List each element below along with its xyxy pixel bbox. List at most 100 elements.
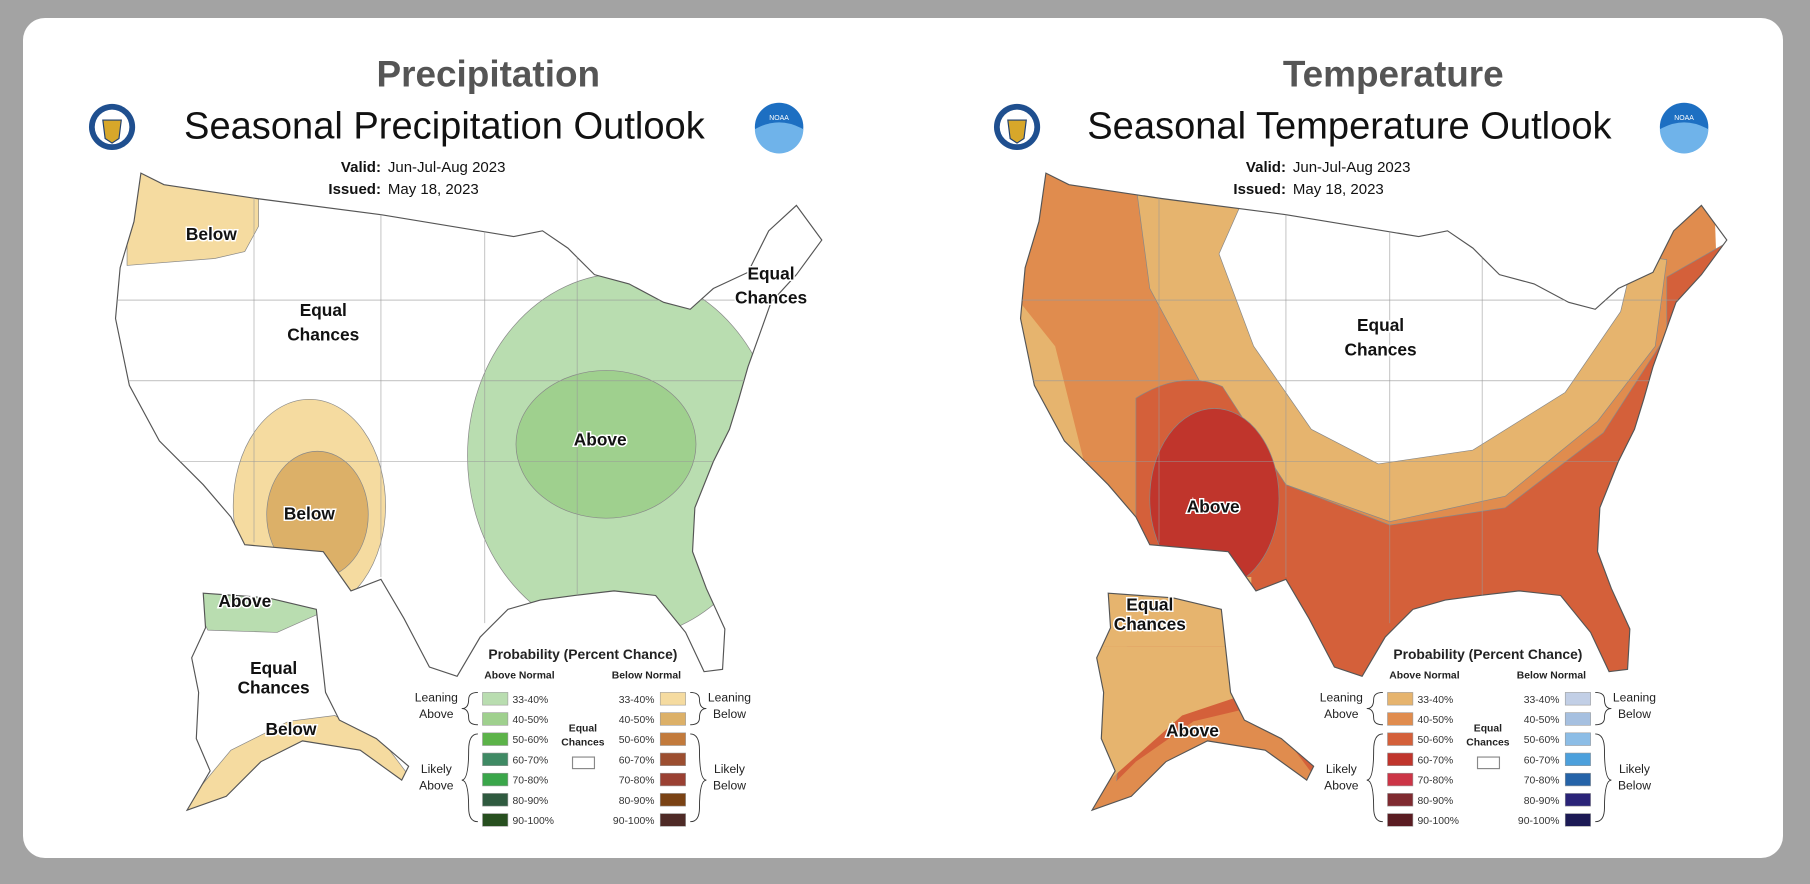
legend-swatch-below: [659, 772, 686, 787]
region-above-ohio-valley: [515, 370, 697, 519]
legend-leaning-below: Below: [1618, 707, 1651, 721]
legend-likely-above: Likely: [421, 762, 453, 776]
legend-swatch-above: [1387, 793, 1414, 807]
legend-range-below: 70-80%: [1524, 776, 1560, 787]
legend-likely-above: Likely: [1326, 762, 1358, 776]
legend-swatch-above: [1387, 752, 1414, 766]
legend-swatch-below: [659, 793, 686, 807]
legend-swatch-above: [1387, 692, 1414, 706]
legend-title: Probability (Percent Chance): [1393, 646, 1582, 662]
precipitation-outlook-panel: Precipitation Seasonal Precipitation Outl…: [88, 54, 823, 827]
legend-range-below: 40-50%: [619, 715, 655, 726]
legend-range-above: 80-90%: [1418, 796, 1454, 807]
commerce-seal-icon: [88, 103, 136, 151]
legend-range-below: 80-90%: [1524, 796, 1560, 807]
state-borders: [115, 173, 808, 624]
brace-icon: [1366, 691, 1383, 726]
legend-swatch-below: [1564, 692, 1591, 706]
brace-icon: [690, 733, 707, 823]
map-label: Below: [284, 503, 335, 523]
legend-range-below: 40-50%: [1524, 715, 1560, 726]
svg-text:NOAA: NOAA: [769, 115, 789, 122]
legend-range-below: 33-40%: [619, 695, 655, 706]
probability-legend: Probability (Percent Chance) Above Normal…: [415, 646, 751, 827]
legend-likely-below: Below: [713, 778, 746, 792]
legend-swatch-above: [482, 772, 509, 787]
brace-icon: [461, 733, 478, 823]
map-label: Above: [1166, 720, 1219, 740]
legend-title: Probability (Percent Chance): [488, 646, 677, 662]
map-label: Equal: [300, 300, 347, 320]
issued-label: Issued:: [1233, 181, 1286, 198]
issued-value: May 18, 2023: [1293, 181, 1384, 198]
legend-swatch-below: [659, 732, 686, 746]
legend-range-above: 50-60%: [513, 735, 549, 746]
legend-range-below: 60-70%: [619, 755, 655, 766]
map-label: Equal: [1357, 315, 1404, 335]
map-label: Above: [218, 591, 271, 611]
legend-range-above: 33-40%: [513, 695, 549, 706]
legend-above-header: Above Normal: [484, 671, 554, 682]
legend-below-header: Below Normal: [1517, 671, 1586, 682]
legend-swatch-above: [1387, 732, 1414, 746]
region-below-northwest: [126, 173, 259, 266]
map-label: Above: [1187, 496, 1240, 516]
map-label: Chances: [1345, 339, 1417, 359]
brace-icon: [690, 691, 707, 726]
legend-likely-below: Below: [1618, 778, 1651, 792]
legend-likely-below: Likely: [1619, 762, 1651, 776]
legend-range-below: 70-80%: [619, 776, 655, 787]
legend-leaning-above: Leaning: [1320, 691, 1363, 705]
legend-swatch-above: [1387, 712, 1414, 726]
legend-swatch-below: [1564, 772, 1591, 787]
legend-range-below: 90-100%: [613, 816, 655, 827]
map-label: Above: [574, 429, 627, 449]
noaa-logo-icon: NOAA: [754, 102, 804, 154]
brace-icon: [1595, 733, 1612, 823]
legend-range-above: 33-40%: [1418, 695, 1454, 706]
legend-swatch-below: [1564, 793, 1591, 807]
legend-leaning-above: Above: [419, 707, 454, 721]
legend-range-above: 70-80%: [1418, 776, 1454, 787]
outlook-map: Temperature Seasonal Temperature Outlook V…: [993, 54, 1728, 827]
state-borders: [1020, 173, 1713, 624]
legend-range-above: 60-70%: [513, 755, 549, 766]
legend-range-above: 40-50%: [513, 715, 549, 726]
legend-swatch-above: [1387, 772, 1414, 787]
probability-legend: Probability (Percent Chance) Above Normal…: [1320, 646, 1656, 827]
valid-value: Jun-Jul-Aug 2023: [1293, 159, 1411, 176]
issued-label: Issued:: [328, 181, 381, 198]
legend-range-below: 60-70%: [1524, 755, 1560, 766]
legend-swatch-equal: [1476, 756, 1501, 770]
legend-equal-chances: Chances: [1466, 738, 1509, 749]
legend-range-below: 33-40%: [1524, 695, 1560, 706]
valid-label: Valid:: [1246, 159, 1286, 176]
map-label: Equal: [250, 658, 297, 678]
map-label: Chances: [735, 288, 807, 308]
legend-swatch-above: [482, 712, 509, 726]
brace-icon: [461, 691, 478, 726]
brace-icon: [1366, 733, 1383, 823]
outlook-title: Seasonal Temperature Outlook: [1087, 105, 1612, 147]
outlook-map: Precipitation Seasonal Precipitation Outl…: [88, 54, 823, 827]
map-label: Chances: [238, 678, 310, 698]
svg-text:NOAA: NOAA: [1674, 115, 1694, 122]
legend-swatch-above: [482, 793, 509, 807]
legend-swatch-above: [482, 752, 509, 766]
legend-swatch-above: [482, 732, 509, 746]
commerce-seal-icon: [993, 103, 1041, 151]
map-label: Equal: [747, 263, 794, 283]
legend-leaning-above: Leaning: [415, 691, 458, 705]
legend-range-below: 50-60%: [619, 735, 655, 746]
map-label: Equal: [1126, 594, 1173, 614]
valid-value: Jun-Jul-Aug 2023: [388, 159, 506, 176]
legend-swatch-below: [1564, 712, 1591, 726]
legend-swatch-above: [482, 813, 509, 827]
legend-swatch-below: [659, 813, 686, 827]
legend-range-below: 50-60%: [1524, 735, 1560, 746]
map-label: Below: [186, 224, 237, 244]
legend-swatch-above: [1387, 813, 1414, 827]
legend-swatch-below: [659, 712, 686, 726]
legend-range-above: 40-50%: [1418, 715, 1454, 726]
legend-equal-chances: Chances: [561, 738, 604, 749]
